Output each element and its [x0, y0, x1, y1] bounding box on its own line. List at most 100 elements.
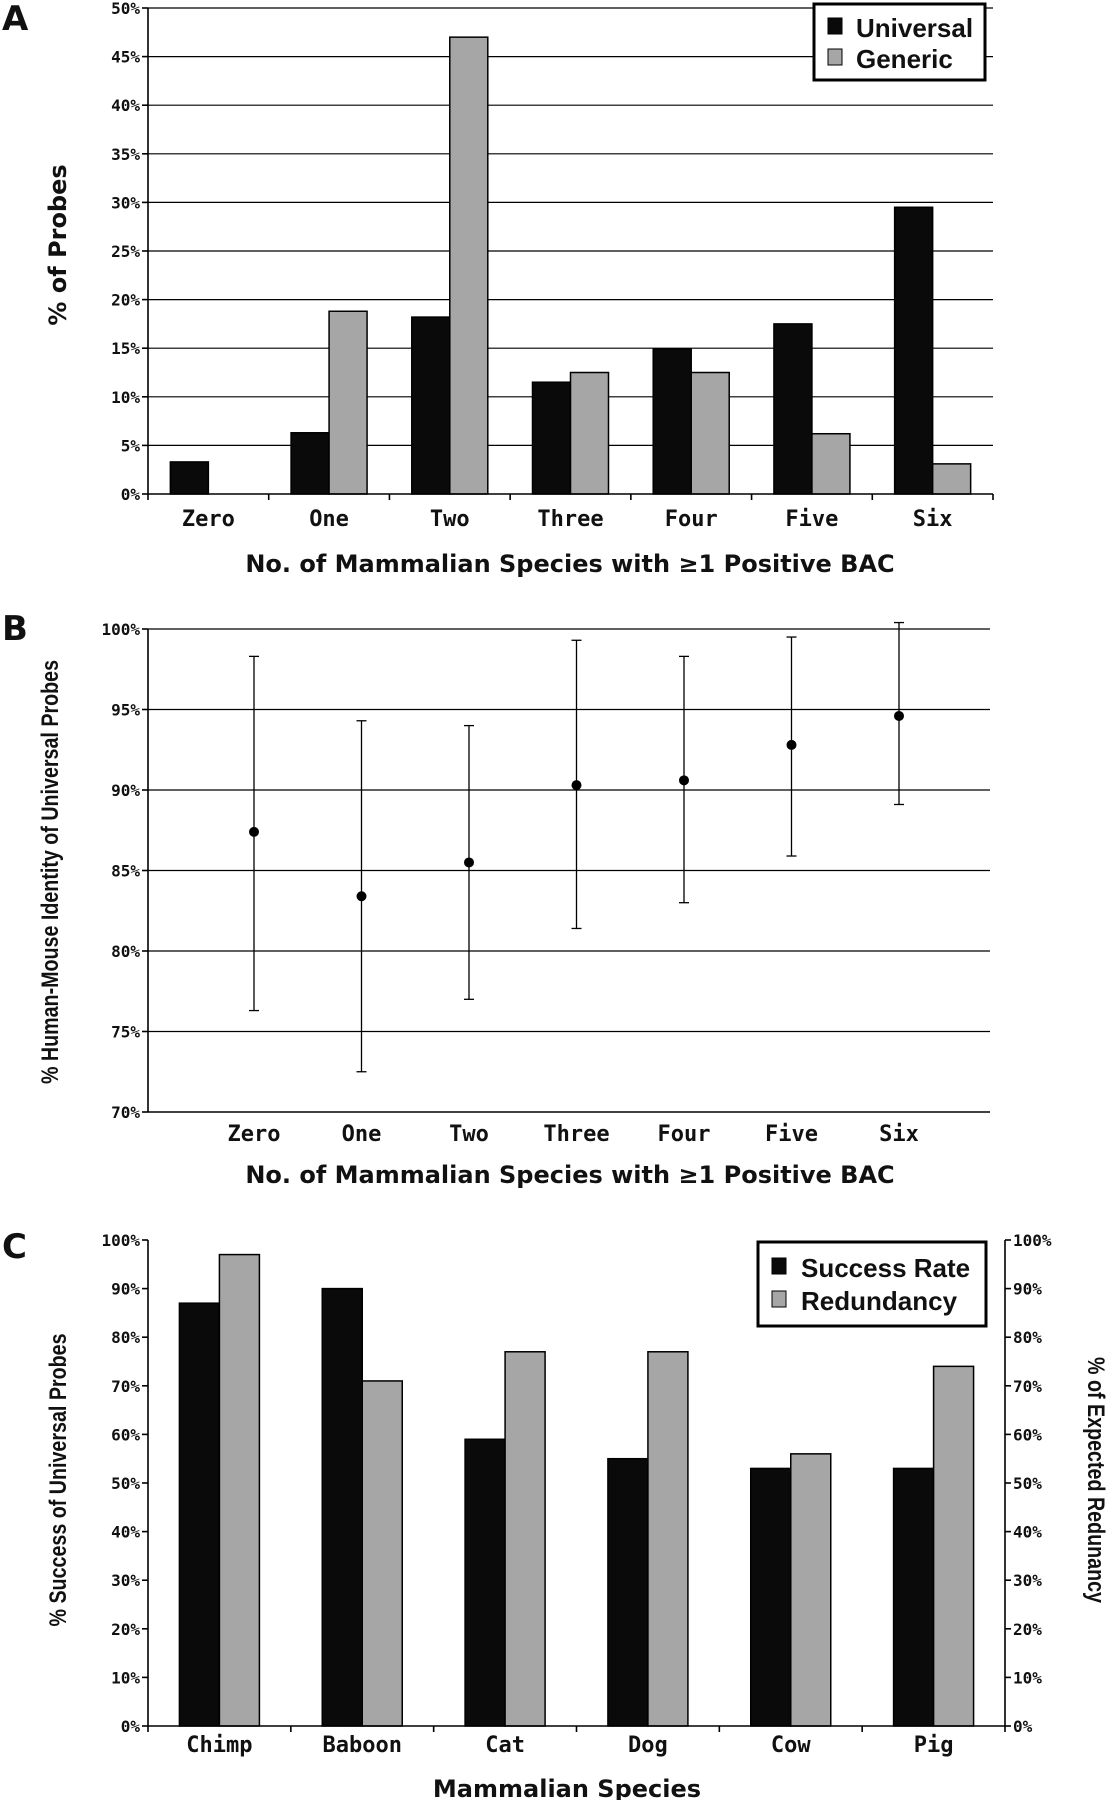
panel-c-y-ticks-left: 0% 10% 20% 30% 40% 50% 60% 70% 80% 90% 100% — [101, 1231, 148, 1736]
y-tick-label: 0% — [121, 485, 141, 504]
bar-redundancy-cow — [790, 1453, 832, 1727]
bar-universal-three — [531, 381, 572, 495]
point-six — [894, 710, 904, 721]
x-tick-label-chimp: Chimp — [186, 1733, 252, 1758]
legend-swatch-redundancy — [771, 1290, 787, 1308]
y-tick-label: 50% — [111, 0, 140, 18]
panel-b: B 70% 75% 80% 85% 90% 95% 100% Zero One Two Three… — [2, 609, 990, 1189]
legend-swatch-universal — [827, 17, 843, 35]
y-tick-label-right: 60% — [1013, 1425, 1042, 1444]
y-tick-label: 25% — [111, 242, 140, 261]
bar-redundancy-cat — [504, 1351, 546, 1727]
y-tick-label: 45% — [111, 48, 140, 67]
bar-universal-five — [773, 323, 813, 495]
panel-a-letter: A — [2, 0, 29, 39]
bar-redundancy-chimp — [218, 1253, 261, 1727]
bar-universal-six — [893, 206, 934, 495]
bar-success-rate-dog — [607, 1457, 649, 1727]
y-tick-label: 10% — [111, 388, 140, 407]
y-tick-label-right: 100% — [1013, 1231, 1052, 1250]
x-tick-label-two: Two — [449, 1122, 489, 1147]
y-tick-label: 30% — [111, 193, 140, 212]
y-tick-label: 10% — [111, 1668, 140, 1687]
panel-c-y-title-right: % of Expected Redunancy — [1083, 1357, 1110, 1604]
x-tick-label-three: Three — [537, 507, 603, 532]
legend-label-success-rate: Success Rate — [801, 1253, 970, 1283]
point-two — [464, 857, 474, 868]
y-tick-label-right: 30% — [1013, 1571, 1042, 1590]
bar-redundancy-baboon — [361, 1380, 403, 1727]
y-tick-label: 40% — [111, 1523, 140, 1542]
legend-label-redundancy: Redundancy — [801, 1286, 958, 1316]
legend-label-universal: Universal — [856, 13, 973, 43]
y-tick-label: 75% — [111, 1023, 140, 1042]
x-tick-label-six: Six — [879, 1122, 919, 1147]
y-tick-label: 15% — [111, 339, 140, 358]
x-tick-label-five: Five — [765, 1122, 818, 1147]
point-three — [571, 780, 582, 791]
bar-universal-four — [652, 348, 692, 495]
bar-success-rate-baboon — [321, 1287, 363, 1727]
panel-b-y-title: % Human-Mouse Identity of Universal Prob… — [36, 660, 63, 1084]
bar-generic-two — [449, 36, 489, 495]
bar-universal-two — [411, 316, 451, 495]
y-tick-label: 20% — [111, 1620, 140, 1639]
bar-generic-one — [328, 310, 368, 495]
y-tick-label: 95% — [111, 701, 140, 720]
y-tick-label: 100% — [101, 1231, 140, 1250]
panel-a-y-ticks: 0% 5% 10% 15% 20% 25% 30% 35% 40% 45% 50% — [111, 0, 148, 504]
y-tick-label: 100% — [101, 620, 140, 639]
panel-c-x-ticks: Chimp Baboon Cat Dog Cow Pig — [147, 1726, 1006, 1758]
panel-a-x-title: No. of Mammalian Species with ≥1 Positiv… — [245, 550, 894, 578]
bar-redundancy-dog — [647, 1351, 689, 1727]
x-tick-label-zero: Zero — [228, 1122, 281, 1147]
x-tick-label-three: Three — [543, 1122, 609, 1147]
point-one — [356, 891, 367, 902]
bar-success-rate-cow — [750, 1467, 792, 1727]
y-tick-label-right: 70% — [1013, 1377, 1042, 1396]
bar-generic-four — [690, 371, 730, 495]
panel-b-letter: B — [2, 609, 28, 649]
y-tick-label: 35% — [111, 145, 140, 164]
x-tick-label-two: Two — [430, 507, 470, 532]
y-tick-label: 70% — [111, 1377, 140, 1396]
x-tick-label-cow: Cow — [771, 1733, 811, 1758]
y-tick-label: 70% — [111, 1103, 140, 1122]
legend-label-generic: Generic — [856, 44, 953, 74]
y-tick-label: 50% — [111, 1474, 140, 1493]
x-tick-label-baboon: Baboon — [323, 1733, 402, 1758]
y-tick-label-right: 80% — [1013, 1328, 1042, 1347]
x-tick-label-one: One — [309, 507, 349, 532]
x-tick-label-five: Five — [785, 507, 838, 532]
x-tick-label-dog: Dog — [628, 1733, 668, 1758]
y-tick-label: 90% — [111, 1280, 140, 1299]
panel-c-y-ticks-right: 0% 10% 20% 30% 40% 50% 60% 70% 80% 90% 100% — [1005, 1231, 1052, 1736]
panel-a-x-ticks: Zero One Two Three Four Five Six — [147, 494, 994, 532]
panel-b-x-ticks: Zero One Two Three Four Five Six — [228, 1122, 919, 1147]
x-tick-label-cat: Cat — [485, 1733, 525, 1758]
point-zero — [249, 826, 259, 837]
y-tick-label: 85% — [111, 862, 140, 881]
y-tick-label: 40% — [111, 96, 140, 115]
y-tick-label-right: 10% — [1013, 1668, 1042, 1687]
y-tick-label-right: 50% — [1013, 1474, 1042, 1493]
y-tick-label: 90% — [111, 781, 140, 800]
y-tick-label: 5% — [121, 436, 141, 455]
point-five — [786, 739, 797, 750]
y-tick-label: 80% — [111, 1328, 140, 1347]
bar-success-rate-pig — [892, 1467, 935, 1727]
point-four — [679, 775, 689, 786]
panel-c-legend-box — [756, 1240, 988, 1328]
x-tick-label-pig: Pig — [914, 1733, 954, 1758]
y-tick-label: 0% — [121, 1717, 141, 1736]
panel-a-legend: Universal Generic — [812, 2, 987, 82]
x-tick-label-four: Four — [658, 1122, 711, 1147]
x-tick-label-six: Six — [913, 507, 953, 532]
bar-universal-one — [290, 432, 330, 495]
panel-a: A 0% 5% 10% 15% 20% 25% 30% 35% 40% 45% 50% Zero On… — [2, 0, 994, 578]
panel-b-gridlines — [148, 628, 990, 1033]
bar-generic-six — [931, 463, 972, 495]
legend-swatch-success-rate — [771, 1257, 787, 1275]
